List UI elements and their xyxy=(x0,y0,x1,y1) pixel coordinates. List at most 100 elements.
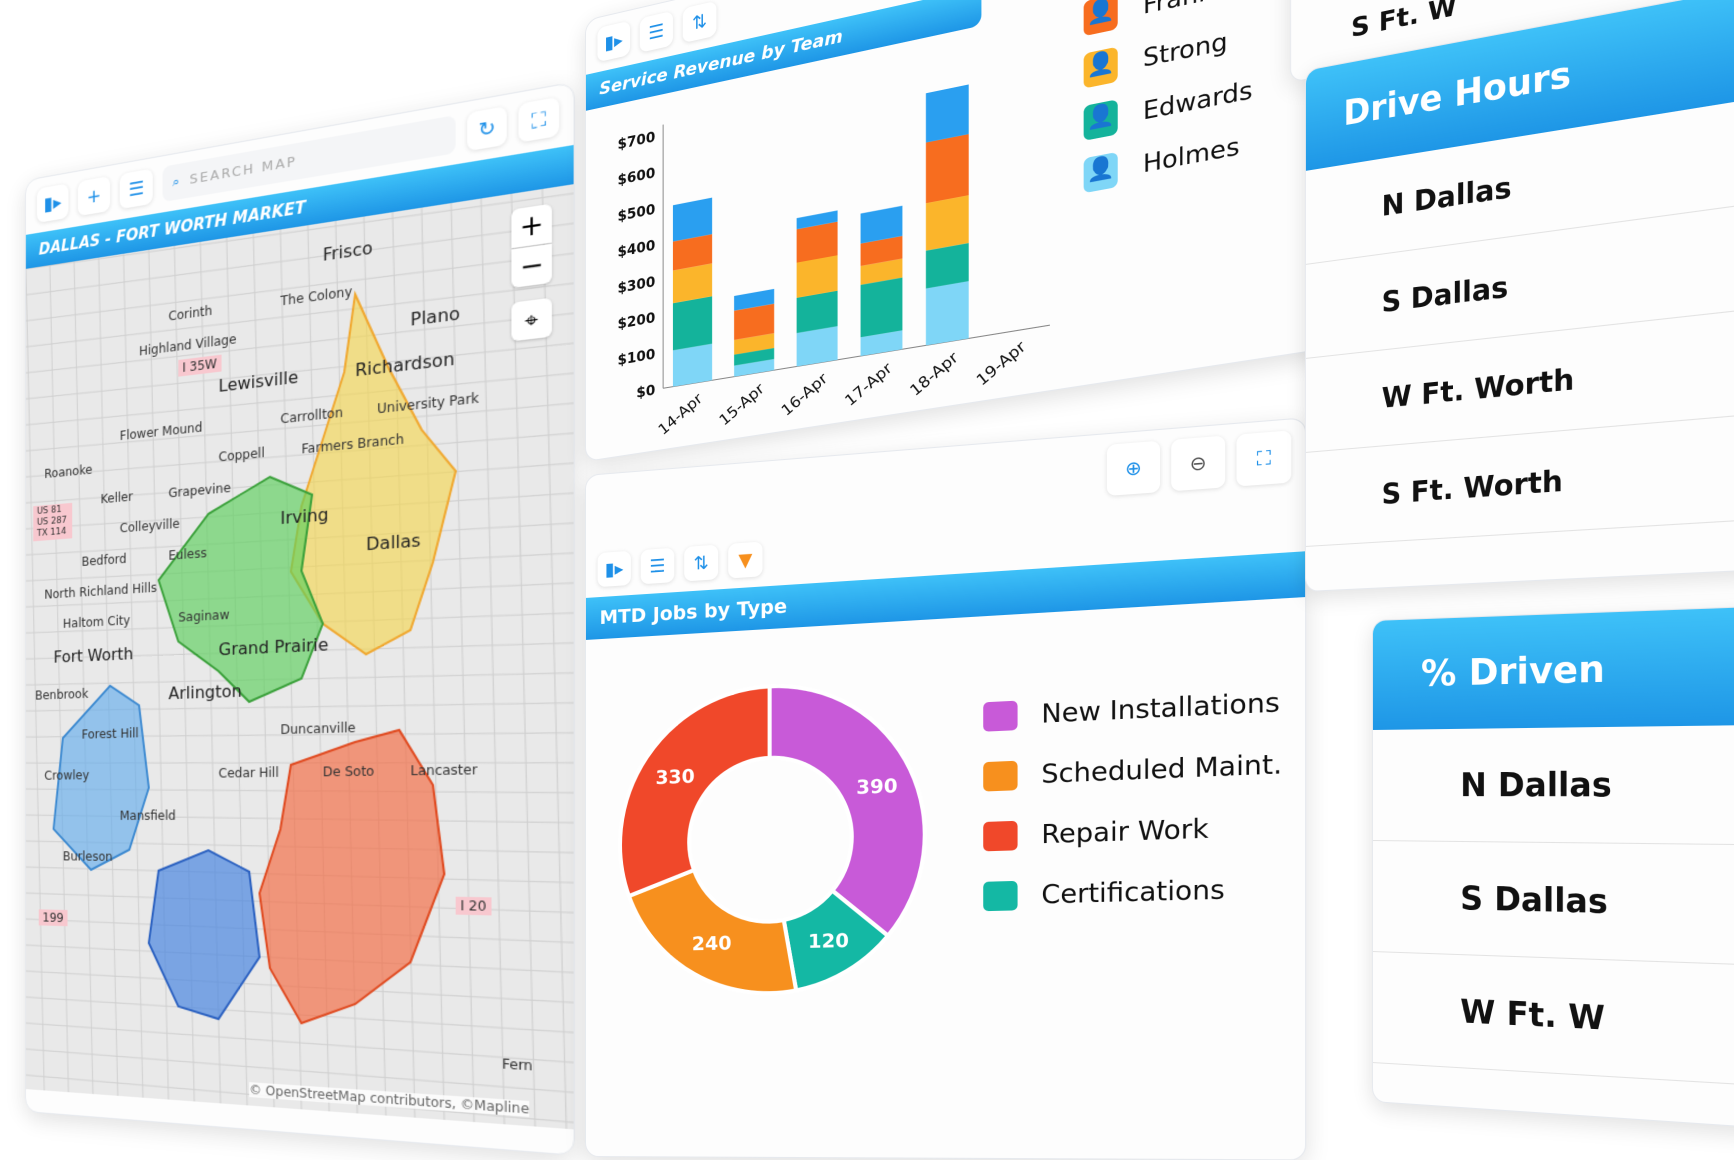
territory-southwest[interactable] xyxy=(149,850,260,1021)
x-tick-label: 16-Apr xyxy=(779,369,832,419)
panel-toggle-icon[interactable]: ▮▸ xyxy=(36,183,69,224)
revenue-legend: 👤 👤 Franklin 👤 Strong 👤 Edwards👤 Holmes xyxy=(1083,0,1253,211)
legend-item[interactable]: Repair Work xyxy=(983,810,1282,851)
map-place-label: Mansfield xyxy=(119,808,176,823)
fullscreen-icon[interactable]: ⛶ xyxy=(1236,430,1292,487)
donut-slice[interactable] xyxy=(784,889,888,991)
y-tick-label: $700 xyxy=(618,129,656,153)
slice-value-label: 240 xyxy=(692,933,732,955)
map-place-label: Forest Hill xyxy=(81,725,139,742)
x-tick-label: 14-Apr xyxy=(656,390,707,439)
bar-segment[interactable] xyxy=(672,296,713,351)
x-tick-label: 18-Apr xyxy=(907,348,962,399)
y-tick-label: $500 xyxy=(618,201,656,225)
bar-segment[interactable] xyxy=(796,255,838,298)
table-row[interactable]: W Ft. W xyxy=(1372,952,1734,1092)
map-canvas[interactable]: + − ⌖ Frisco Plano Richardson Carrollton Far… xyxy=(25,184,574,1130)
map-place-label: Burleson xyxy=(62,849,113,864)
list-icon[interactable]: ☰ xyxy=(639,10,673,53)
legend-item[interactable]: 👤 Holmes xyxy=(1083,126,1253,194)
jobs-panel: ⊕ ⊖ ⛶ ▮▸ ☰ ⇅ ▼ MTD Jobs by Type 390 120 24… xyxy=(585,417,1307,1160)
y-tick-label: $400 xyxy=(618,238,656,261)
revenue-panel: ▮▸ ☰ ⇅ Service Revenue by Team $0 $100 $20… xyxy=(585,0,1345,462)
road-shield: 199 xyxy=(38,909,68,927)
territory-west[interactable] xyxy=(54,684,149,870)
legend-swatch xyxy=(983,760,1018,792)
legend-label: Certifications xyxy=(1041,873,1225,910)
refresh-icon[interactable]: ↻ xyxy=(467,106,507,152)
sort-icon[interactable]: ⇅ xyxy=(682,0,717,44)
donut-slice[interactable] xyxy=(620,686,770,896)
panel-toggle-icon[interactable]: ▮▸ xyxy=(597,20,631,63)
x-tick-label: 15-Apr xyxy=(716,380,768,430)
person-icon: 👤 xyxy=(1083,46,1118,89)
add-icon[interactable]: + xyxy=(77,175,111,217)
bar-segment[interactable] xyxy=(925,134,969,204)
bar-segment[interactable] xyxy=(860,277,903,338)
fullscreen-icon[interactable]: ⛶ xyxy=(518,96,560,143)
bar-segment[interactable] xyxy=(734,303,775,340)
bar-segment[interactable] xyxy=(925,281,969,346)
map-place-label: Irving xyxy=(280,504,329,529)
panel-toggle-icon[interactable]: ▮▸ xyxy=(597,550,631,588)
legend-label: Edwards xyxy=(1142,76,1253,126)
zoom-in-button[interactable]: + xyxy=(511,203,552,249)
territory-northwest[interactable] xyxy=(159,472,323,705)
slice-value-label: 330 xyxy=(655,766,694,789)
y-tick-label: $100 xyxy=(618,346,656,369)
donut-slice[interactable] xyxy=(629,867,796,995)
slice-value-label: 390 xyxy=(856,775,897,799)
jobs-donut-chart: 390 120 240 330 xyxy=(610,636,935,1036)
bar-segment[interactable] xyxy=(925,195,969,251)
pct-driven-title: % Driven xyxy=(1372,603,1734,730)
road-shield: US 81 US 287 TX 114 xyxy=(33,502,73,542)
bar-segment[interactable] xyxy=(796,290,838,334)
locate-icon[interactable]: ⌖ xyxy=(511,297,552,342)
table-row[interactable]: N Dallas xyxy=(1372,723,1734,847)
list-icon[interactable]: ☰ xyxy=(640,547,675,585)
legend-swatch xyxy=(983,880,1018,911)
map-place-label: Benbrook xyxy=(35,686,89,703)
map-place-label: Saginaw xyxy=(178,607,230,625)
legend-label: Scheduled Maint. xyxy=(1041,748,1283,790)
person-icon: 👤 xyxy=(1083,99,1118,141)
legend-item[interactable]: Certifications xyxy=(983,872,1282,911)
bar-segment[interactable] xyxy=(672,197,713,242)
table-row[interactable]: S Dallas xyxy=(1372,841,1734,970)
x-tick-label: 19-Apr xyxy=(973,337,1030,389)
zoom-in-icon[interactable]: ⊕ xyxy=(1106,440,1161,496)
map-place-label: Cedar Hill xyxy=(218,765,279,781)
legend-label: Strong xyxy=(1142,27,1228,73)
zoom-out-icon[interactable]: ⊖ xyxy=(1171,435,1226,492)
legend-label: Franklin xyxy=(1143,0,1244,20)
legend-item[interactable]: New Installations xyxy=(983,686,1282,732)
person-icon: 👤 xyxy=(1083,0,1118,37)
zoom-out-button[interactable]: − xyxy=(511,243,552,289)
y-tick-label: $600 xyxy=(618,165,656,189)
sort-icon[interactable]: ⇅ xyxy=(684,544,719,582)
bar-segment[interactable] xyxy=(925,84,969,143)
search-icon: ⌕ xyxy=(172,173,182,191)
donut-slice[interactable] xyxy=(770,678,925,938)
legend-item[interactable]: Scheduled Maint. xyxy=(983,748,1283,792)
legend-swatch xyxy=(983,820,1018,851)
list-icon[interactable]: ☰ xyxy=(119,168,153,210)
bar-segment[interactable] xyxy=(925,242,969,289)
map-place-label: De Soto xyxy=(322,763,375,780)
road-shield: I 20 xyxy=(455,896,492,916)
revenue-bar-chart: $0 $100 $200 $300 $400 $500 $600 $700 14-Apr 15-A… xyxy=(618,84,1072,439)
legend-swatch xyxy=(983,700,1018,732)
map-place-label: Duncanville xyxy=(280,720,356,738)
territory-south[interactable] xyxy=(260,729,445,1031)
bar-segment[interactable] xyxy=(672,343,713,387)
bar-segment[interactable] xyxy=(672,263,713,304)
map-place-label: Keller xyxy=(100,489,133,507)
legend-label: Holmes xyxy=(1142,132,1240,179)
slice-value-label: 120 xyxy=(808,930,849,953)
legend-label: New Installations xyxy=(1041,686,1280,730)
person-icon: 👤 xyxy=(1083,151,1118,194)
bar-segment[interactable] xyxy=(734,288,775,311)
bar-segment[interactable] xyxy=(672,234,713,271)
bar-segment[interactable] xyxy=(796,326,838,367)
filter-icon[interactable]: ▼ xyxy=(728,541,763,579)
